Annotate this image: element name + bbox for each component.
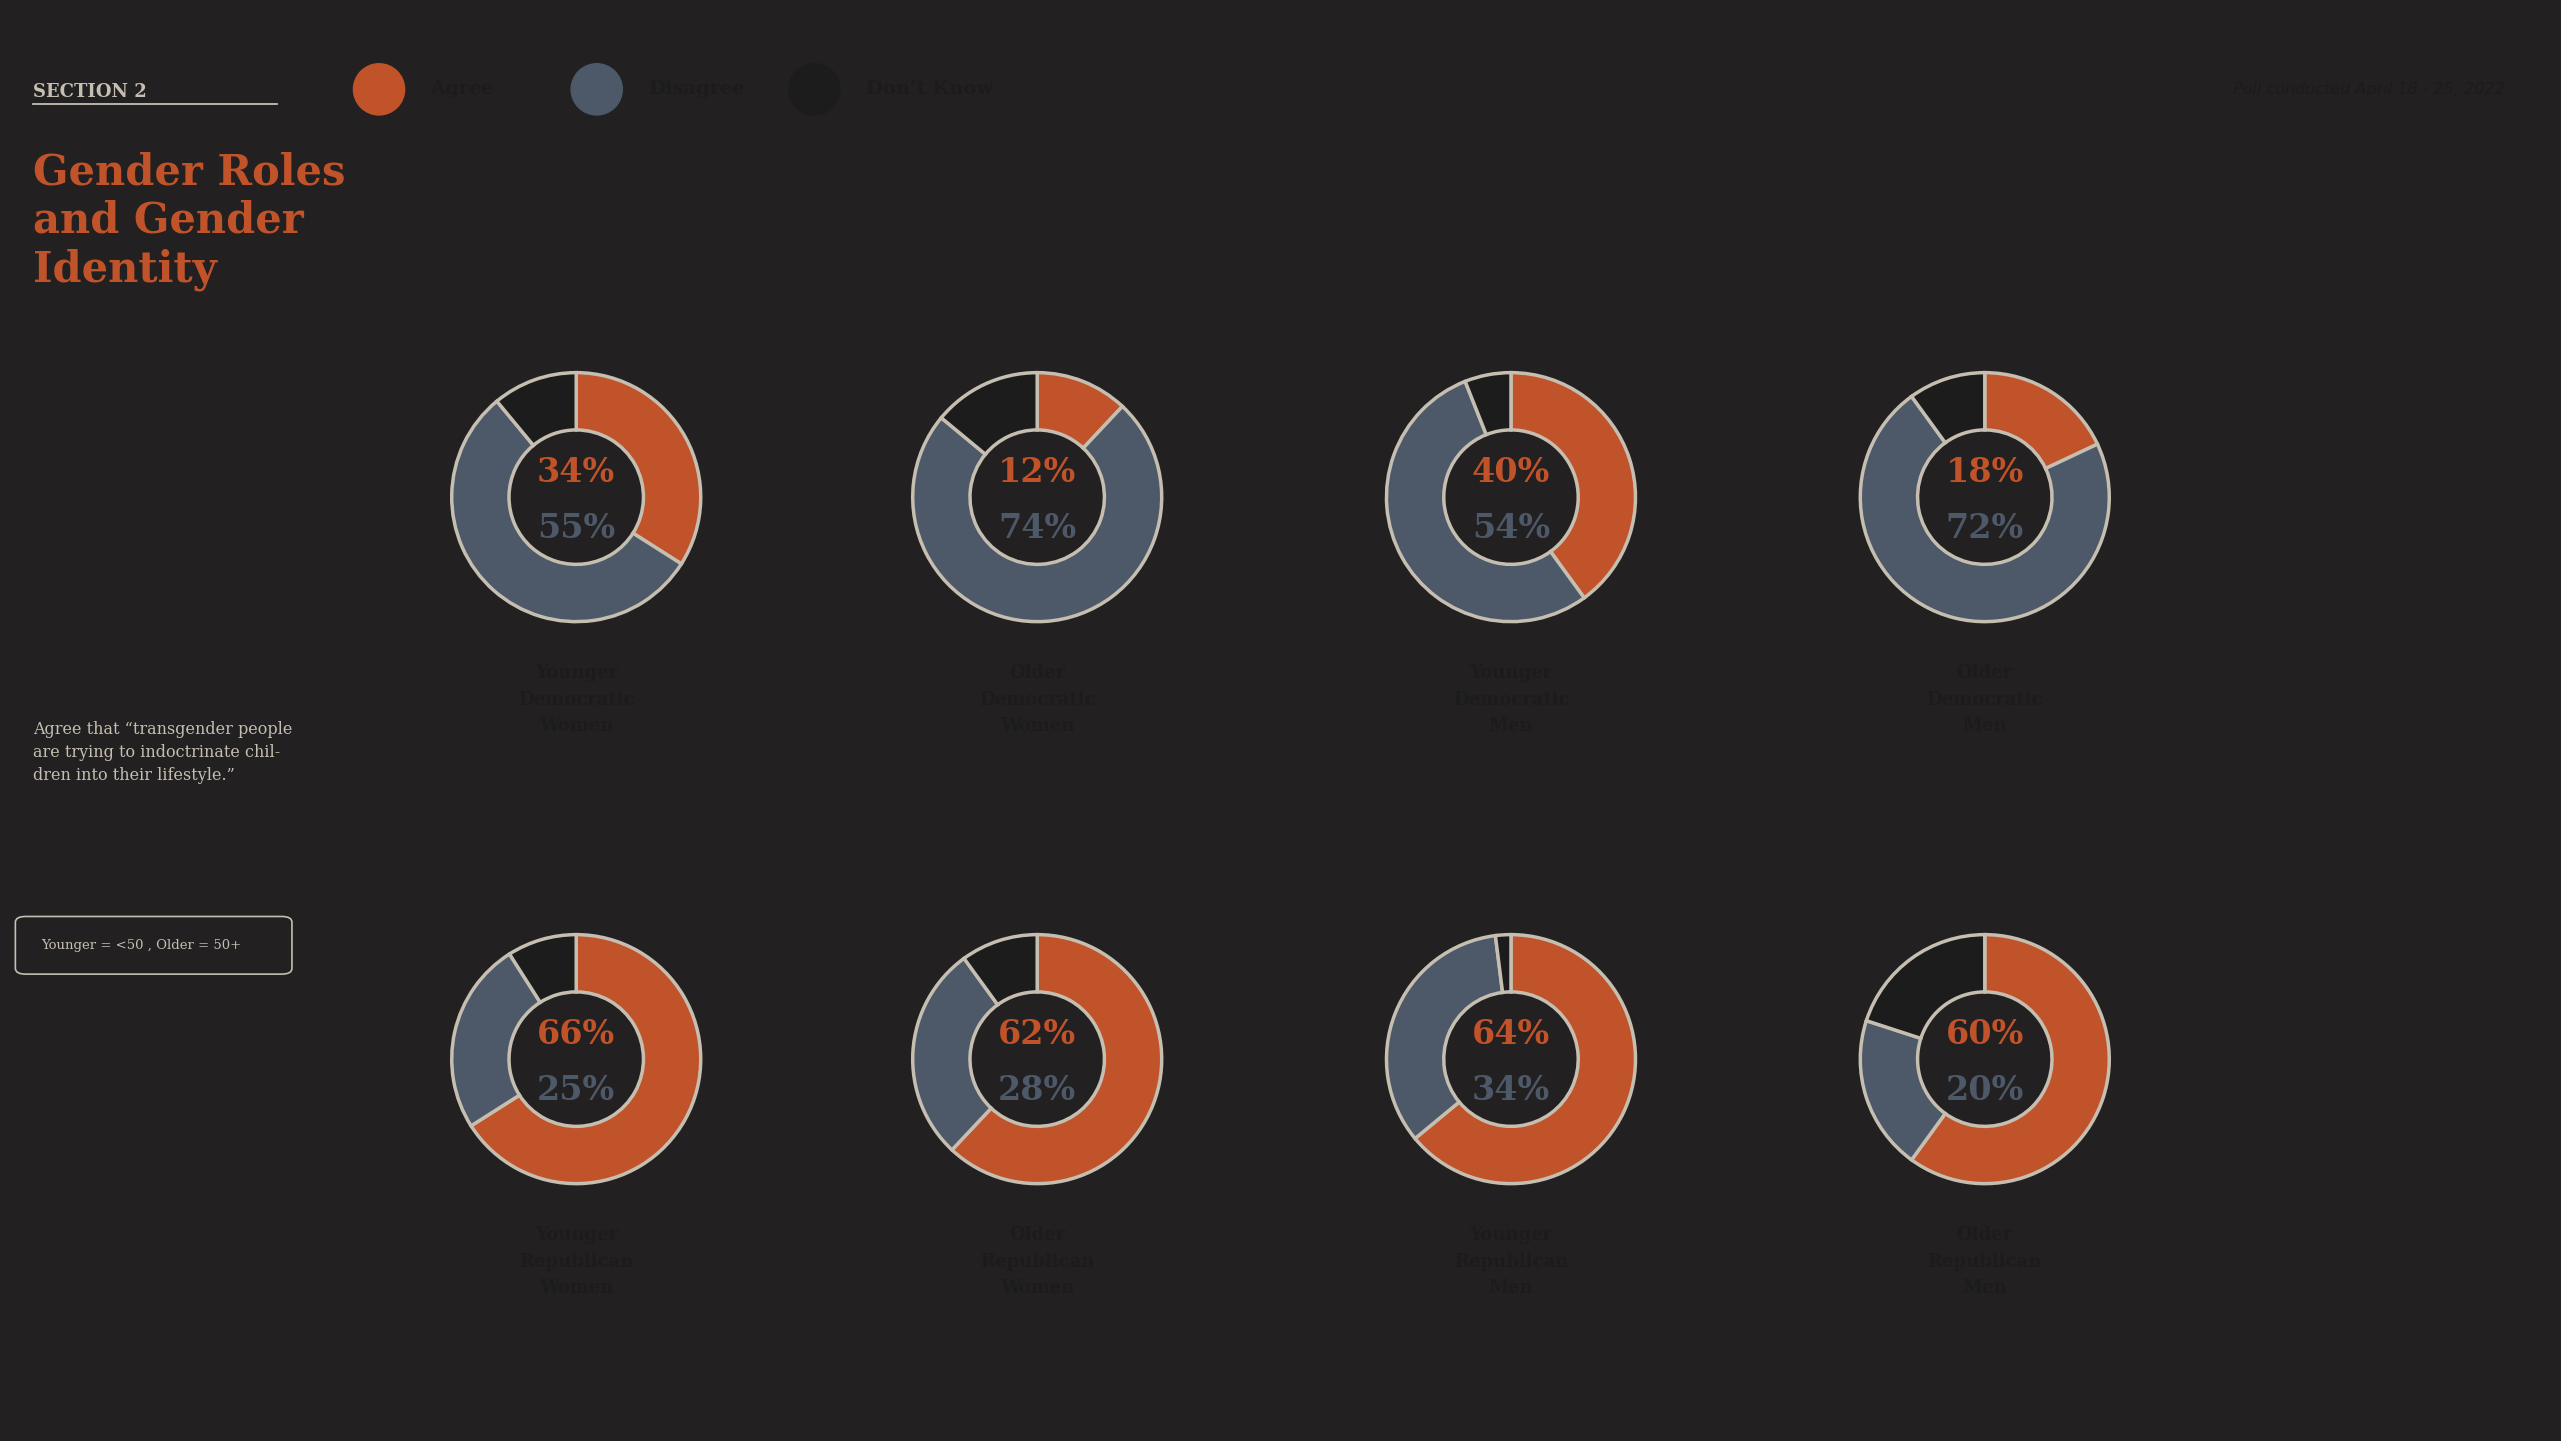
Wedge shape [1859, 396, 2110, 621]
Wedge shape [912, 406, 1163, 621]
Text: 28%: 28% [999, 1074, 1076, 1107]
Text: 62%: 62% [999, 1017, 1076, 1050]
Text: Poll conducted April 18 - 25, 2022: Poll conducted April 18 - 25, 2022 [2233, 82, 2505, 97]
Wedge shape [451, 954, 540, 1125]
Wedge shape [942, 373, 1037, 454]
Wedge shape [510, 935, 576, 1003]
Text: 25%: 25% [538, 1074, 615, 1107]
Text: Don’t Know: Don’t Know [866, 81, 994, 98]
Wedge shape [497, 373, 576, 445]
Text: 20%: 20% [1946, 1074, 2023, 1107]
Text: 12%: 12% [999, 455, 1076, 488]
Text: 55%: 55% [538, 512, 615, 545]
Text: 54%: 54% [1473, 512, 1549, 545]
Wedge shape [912, 958, 999, 1150]
Text: Younger = <50 , Older = 50+: Younger = <50 , Older = 50+ [41, 938, 241, 953]
Text: Younger
Republican
Men: Younger Republican Men [1455, 1226, 1567, 1297]
Wedge shape [1511, 373, 1636, 598]
Wedge shape [1386, 935, 1503, 1138]
Text: Older
Democratic
Men: Older Democratic Men [1926, 664, 2044, 735]
Text: Younger
Democratic
Men: Younger Democratic Men [1452, 664, 1570, 735]
Text: Agree: Agree [430, 81, 494, 98]
Text: 74%: 74% [999, 512, 1076, 545]
Wedge shape [1037, 373, 1122, 448]
Wedge shape [1911, 935, 2110, 1183]
Ellipse shape [353, 63, 405, 115]
Text: 60%: 60% [1946, 1017, 2023, 1050]
Text: Younger
Republican
Women: Younger Republican Women [520, 1226, 633, 1297]
Text: SECTION 2: SECTION 2 [33, 84, 146, 101]
Text: 72%: 72% [1946, 512, 2023, 545]
Wedge shape [963, 935, 1037, 1004]
Ellipse shape [571, 63, 622, 115]
Text: 64%: 64% [1473, 1017, 1549, 1050]
Wedge shape [1867, 935, 1985, 1039]
Text: Younger
Democratic
Women: Younger Democratic Women [517, 664, 635, 735]
Text: Disagree: Disagree [648, 81, 745, 98]
Text: 34%: 34% [538, 455, 615, 488]
Ellipse shape [789, 63, 840, 115]
Text: 40%: 40% [1473, 455, 1549, 488]
Wedge shape [576, 373, 702, 563]
Text: Gender Roles
and Gender
Identity: Gender Roles and Gender Identity [33, 151, 346, 291]
Text: 66%: 66% [538, 1017, 615, 1050]
Text: Older
Democratic
Women: Older Democratic Women [978, 664, 1096, 735]
Wedge shape [953, 935, 1163, 1183]
Wedge shape [1416, 935, 1636, 1183]
Text: Agree that “transgender people
are trying to indoctrinate chil-
dren into their : Agree that “transgender people are tryin… [33, 720, 292, 784]
Text: 18%: 18% [1946, 455, 2023, 488]
Wedge shape [1496, 935, 1511, 993]
Wedge shape [1985, 373, 2097, 468]
Wedge shape [451, 401, 681, 621]
Wedge shape [1859, 1020, 1946, 1160]
Wedge shape [1386, 382, 1585, 621]
Wedge shape [1465, 373, 1511, 435]
Wedge shape [471, 935, 702, 1183]
Text: 34%: 34% [1473, 1074, 1549, 1107]
Wedge shape [1911, 373, 1985, 442]
Text: Older
Republican
Men: Older Republican Men [1928, 1226, 2041, 1297]
Text: Older
Republican
Women: Older Republican Women [981, 1226, 1094, 1297]
